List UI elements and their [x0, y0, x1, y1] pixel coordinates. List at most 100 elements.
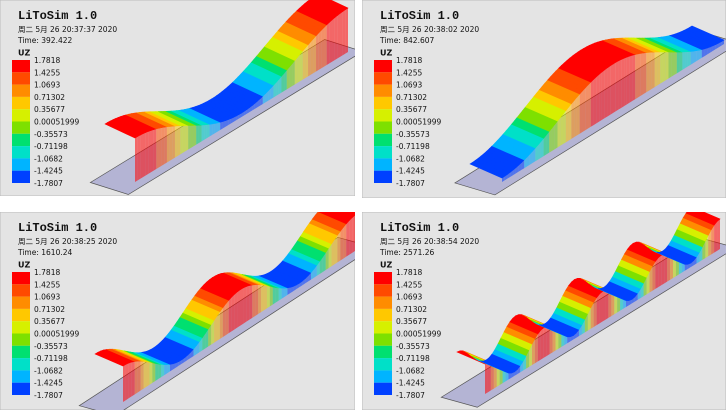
surface-side	[573, 333, 577, 340]
surface-side	[241, 111, 245, 117]
legend-swatch	[12, 158, 30, 171]
surface-side	[617, 295, 621, 313]
surface-side	[269, 286, 273, 307]
legend-swatch	[374, 146, 392, 159]
surface-side	[717, 219, 720, 251]
surface-side	[345, 8, 348, 54]
legend-value: 0.35677	[34, 317, 65, 326]
surface-side	[632, 54, 636, 101]
legend-value: 0.71302	[396, 305, 427, 314]
surface-side	[190, 125, 194, 148]
legend-swatch	[12, 333, 30, 346]
legend-swatch	[12, 146, 30, 159]
surface-side	[172, 125, 175, 160]
surface-side	[182, 125, 186, 153]
legend-label: UZ	[380, 261, 392, 270]
surface-side	[671, 52, 675, 77]
surface-side	[608, 290, 612, 318]
surface-side	[152, 362, 156, 383]
date-line: 周二 5月 26 20:38:25 2020	[18, 237, 117, 246]
surface-side	[262, 93, 266, 104]
time-line: Time: 2571.26	[379, 248, 435, 257]
surface-side	[524, 157, 527, 169]
surface-side	[549, 127, 552, 153]
surface-side	[211, 320, 215, 345]
legend-value: 1.4255	[34, 280, 60, 289]
surface-side	[346, 220, 350, 257]
legend-swatch	[12, 133, 30, 147]
legend-value: 1.7818	[396, 268, 422, 277]
surface-side	[674, 52, 677, 76]
legend-value: 1.0693	[396, 81, 422, 90]
surface-side	[568, 103, 572, 141]
legend-swatch	[374, 109, 392, 122]
surface-side	[529, 343, 532, 367]
surface-side	[206, 124, 210, 139]
surface-side	[514, 369, 518, 376]
surface-side	[708, 229, 712, 257]
surface-side	[624, 57, 627, 107]
surface-side	[687, 51, 691, 67]
surface-side	[714, 221, 718, 253]
surface-side	[234, 291, 238, 330]
surface-side	[134, 361, 138, 395]
legend-value: -1.4245	[396, 167, 425, 176]
surface-side	[268, 88, 271, 101]
surface-side	[657, 51, 661, 86]
surface-side	[715, 43, 719, 50]
legend-swatch	[374, 382, 392, 395]
surface-side	[640, 283, 644, 298]
surface-side	[177, 125, 181, 156]
legend-swatch	[374, 284, 392, 297]
surface-side	[180, 125, 183, 155]
legend-value: 1.0693	[34, 293, 60, 302]
surface-side	[217, 122, 221, 132]
surface-side	[149, 362, 153, 385]
surface-side	[332, 17, 335, 62]
surface-side	[670, 255, 673, 280]
surface-side	[281, 288, 285, 299]
surface-side	[705, 235, 709, 259]
surface-side	[652, 261, 656, 291]
surface-side	[718, 41, 722, 48]
surface-side	[601, 69, 605, 120]
surface-side	[158, 363, 162, 380]
surface-side	[661, 254, 665, 286]
surface-side	[310, 38, 314, 75]
surface-side	[526, 154, 530, 167]
sim-panel: LiToSim 1.0 周二 5月 26 20:37:37 2020 Time: 3…	[0, 0, 355, 196]
surface-side	[325, 248, 329, 271]
surface-side	[511, 371, 515, 378]
surface-side	[135, 136, 138, 182]
surface-side	[212, 123, 215, 135]
surface-side	[334, 15, 338, 61]
legend-swatch	[374, 358, 392, 371]
surface-side	[343, 223, 347, 259]
surface-side	[150, 129, 154, 173]
surface-side	[292, 60, 295, 87]
legend-value: 1.4255	[396, 68, 422, 77]
legend-swatch	[12, 272, 30, 285]
surface-side	[664, 254, 668, 284]
app-title: LiToSim 1.0	[18, 9, 97, 23]
legend-value: -1.4245	[34, 379, 63, 388]
legend-swatch	[374, 296, 392, 309]
surface-side	[219, 307, 223, 339]
surface-side	[264, 285, 267, 311]
surface-side	[676, 52, 680, 74]
time-line: Time: 392.422	[17, 36, 73, 45]
surface-side	[178, 359, 182, 366]
legend-swatch	[374, 133, 392, 147]
surface-side	[281, 73, 285, 93]
surface-side	[499, 367, 503, 385]
surface-side	[257, 98, 261, 108]
surface-side	[316, 261, 320, 276]
surface-side	[228, 296, 232, 334]
surface-side	[602, 290, 606, 322]
surface-side	[148, 130, 151, 174]
surface-side	[631, 296, 635, 304]
surface-side	[230, 117, 234, 124]
legend-swatch	[12, 84, 30, 97]
surface-side	[513, 167, 516, 176]
